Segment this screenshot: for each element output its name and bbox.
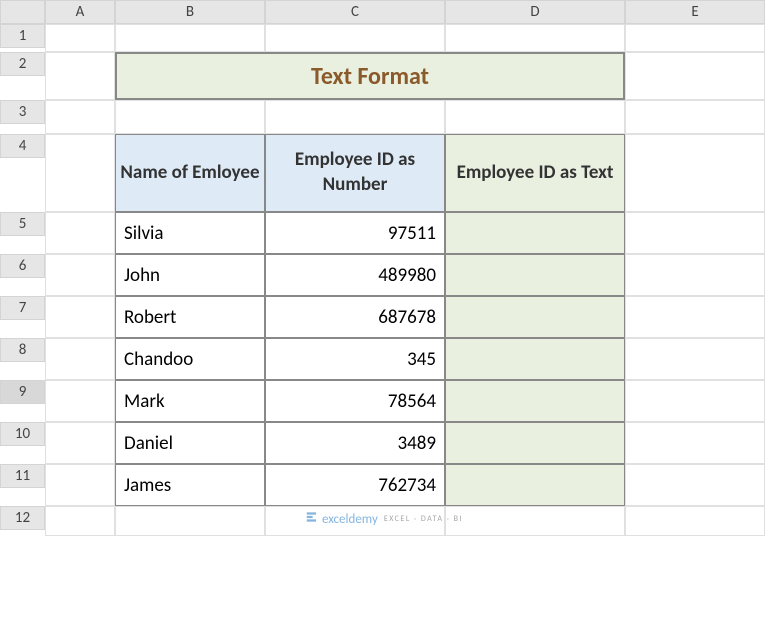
row-header-8[interactable]: 8 <box>0 338 45 362</box>
cell-name-1[interactable]: John <box>115 254 265 296</box>
cell-name-2[interactable]: Robert <box>115 296 265 338</box>
cell-text-0[interactable] <box>445 212 625 254</box>
cell-e5[interactable] <box>625 212 765 254</box>
cell-id-2[interactable]: 687678 <box>265 296 445 338</box>
watermark-brand: exceldemy <box>322 512 378 527</box>
cell-a3[interactable] <box>45 100 115 134</box>
cell-e9[interactable] <box>625 380 765 422</box>
col-header-c[interactable]: C <box>265 0 445 24</box>
table-header-id-number[interactable]: Employee ID as Number <box>265 134 445 212</box>
cell-a12[interactable] <box>45 506 115 536</box>
cell-name-0[interactable]: Silvia <box>115 212 265 254</box>
cell-e8[interactable] <box>625 338 765 380</box>
row-header-11[interactable]: 11 <box>0 464 45 488</box>
cell-a10[interactable] <box>45 422 115 464</box>
cell-e4[interactable] <box>625 134 765 212</box>
cell-e3[interactable] <box>625 100 765 134</box>
cell-text-3[interactable] <box>445 338 625 380</box>
cell-e2[interactable] <box>625 52 765 100</box>
cell-text-1[interactable] <box>445 254 625 296</box>
cell-id-1[interactable]: 489980 <box>265 254 445 296</box>
cell-d3[interactable] <box>445 100 625 134</box>
cell-d1[interactable] <box>445 24 625 52</box>
row-header-9[interactable]: 9 <box>0 380 45 404</box>
cell-e11[interactable] <box>625 464 765 506</box>
table-header-name[interactable]: Name of Emloyee <box>115 134 265 212</box>
cell-a5[interactable] <box>45 212 115 254</box>
col-header-b[interactable]: B <box>115 0 265 24</box>
row-header-5[interactable]: 5 <box>0 212 45 236</box>
cell-name-6[interactable]: James <box>115 464 265 506</box>
spreadsheet-grid: A B C D E 1 2 Text Format 3 4 Name of Em… <box>0 0 767 536</box>
cell-b12[interactable] <box>115 506 265 536</box>
cell-b3[interactable] <box>115 100 265 134</box>
row-header-7[interactable]: 7 <box>0 296 45 320</box>
cell-d12[interactable] <box>445 506 625 536</box>
title-cell[interactable]: Text Format <box>115 52 625 100</box>
cell-id-4[interactable]: 78564 <box>265 380 445 422</box>
cell-a4[interactable] <box>45 134 115 212</box>
watermark-icon <box>304 510 318 528</box>
cell-e1[interactable] <box>625 24 765 52</box>
cell-b1[interactable] <box>115 24 265 52</box>
cell-text-5[interactable] <box>445 422 625 464</box>
col-header-a[interactable]: A <box>45 0 115 24</box>
cell-id-3[interactable]: 345 <box>265 338 445 380</box>
row-header-10[interactable]: 10 <box>0 422 45 446</box>
row-header-2[interactable]: 2 <box>0 52 45 76</box>
cell-a1[interactable] <box>45 24 115 52</box>
cell-a2[interactable] <box>45 52 115 100</box>
cell-id-0[interactable]: 97511 <box>265 212 445 254</box>
table-header-id-text[interactable]: Employee ID as Text <box>445 134 625 212</box>
row-header-4[interactable]: 4 <box>0 134 45 158</box>
cell-text-4[interactable] <box>445 380 625 422</box>
watermark-sub: EXCEL · DATA · BI <box>384 514 463 524</box>
row-header-6[interactable]: 6 <box>0 254 45 278</box>
cell-id-6[interactable]: 762734 <box>265 464 445 506</box>
row-header-12[interactable]: 12 <box>0 506 45 530</box>
cell-c1[interactable] <box>265 24 445 52</box>
cell-e6[interactable] <box>625 254 765 296</box>
select-all-corner[interactable] <box>0 0 45 24</box>
cell-a8[interactable] <box>45 338 115 380</box>
cell-e7[interactable] <box>625 296 765 338</box>
cell-name-4[interactable]: Mark <box>115 380 265 422</box>
cell-name-3[interactable]: Chandoo <box>115 338 265 380</box>
cell-text-2[interactable] <box>445 296 625 338</box>
cell-a7[interactable] <box>45 296 115 338</box>
watermark: exceldemy EXCEL · DATA · BI <box>304 510 463 528</box>
cell-e10[interactable] <box>625 422 765 464</box>
row-header-3[interactable]: 3 <box>0 100 45 124</box>
cell-a9[interactable] <box>45 380 115 422</box>
cell-text-6[interactable] <box>445 464 625 506</box>
cell-a6[interactable] <box>45 254 115 296</box>
cell-c3[interactable] <box>265 100 445 134</box>
cell-a11[interactable] <box>45 464 115 506</box>
cell-id-5[interactable]: 3489 <box>265 422 445 464</box>
cell-name-5[interactable]: Daniel <box>115 422 265 464</box>
col-header-e[interactable]: E <box>625 0 765 24</box>
cell-e12[interactable] <box>625 506 765 536</box>
col-header-d[interactable]: D <box>445 0 625 24</box>
row-header-1[interactable]: 1 <box>0 24 45 48</box>
